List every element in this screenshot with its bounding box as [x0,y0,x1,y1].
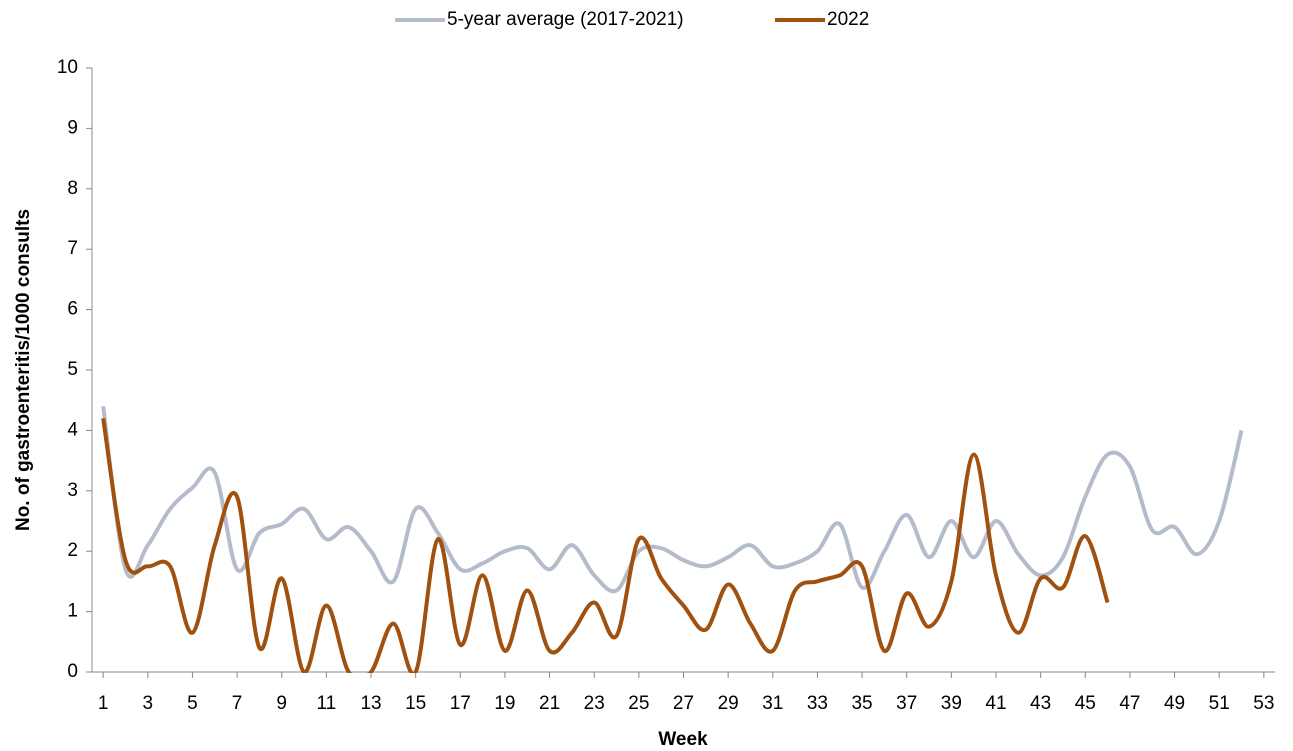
x-tick-label: 43 [1030,693,1051,714]
x-tick-label: 3 [143,693,154,714]
y-tick-label: 4 [67,419,78,440]
x-tick-label: 45 [1075,693,1096,714]
y-tick-label: 5 [67,359,78,380]
x-tick-label: 31 [762,693,783,714]
y-tick-label: 8 [67,178,78,199]
x-tick-label: 19 [494,693,515,714]
x-axis-title: Week [658,729,708,750]
legend-label: 5-year average (2017-2021) [447,9,684,30]
y-tick-label: 1 [67,601,78,622]
y-axis-title: No. of gastroenteritis/1000 consults [13,209,34,531]
x-tick-label: 15 [405,693,426,714]
x-tick-label: 7 [232,693,243,714]
x-tick-label: 9 [276,693,287,714]
legend-label: 2022 [827,9,869,30]
x-tick-label: 17 [450,693,471,714]
x-tick-label: 29 [718,693,739,714]
x-tick-label: 21 [539,693,560,714]
series-line [101,418,1110,673]
x-tick-label: 27 [673,693,694,714]
x-tick-label: 33 [807,693,828,714]
y-tick-label: 3 [67,480,78,501]
x-tick-label: 47 [1119,693,1140,714]
x-tick-label: 53 [1253,693,1274,714]
x-tick-label: 49 [1164,693,1185,714]
y-tick-label: 9 [67,117,78,138]
x-tick-label: 37 [896,693,917,714]
x-tick-label: 35 [851,693,872,714]
x-tick-label: 25 [628,693,649,714]
y-tick-label: 10 [57,57,78,78]
y-tick-label: 2 [67,540,78,561]
x-tick-label: 11 [317,693,337,714]
x-tick-label: 41 [985,693,1006,714]
x-tick-label: 1 [98,693,109,714]
x-tick-label: 23 [584,693,605,714]
y-tick-label: 6 [67,299,78,320]
x-tick-label: 39 [941,693,962,714]
y-tick-label: 7 [67,238,78,259]
series-line [101,405,1244,594]
x-tick-label: 51 [1209,693,1230,714]
x-tick-label: 5 [187,693,198,714]
x-tick-label: 13 [360,693,381,714]
plot-area [101,405,1244,673]
y-tick-label: 0 [67,661,78,682]
